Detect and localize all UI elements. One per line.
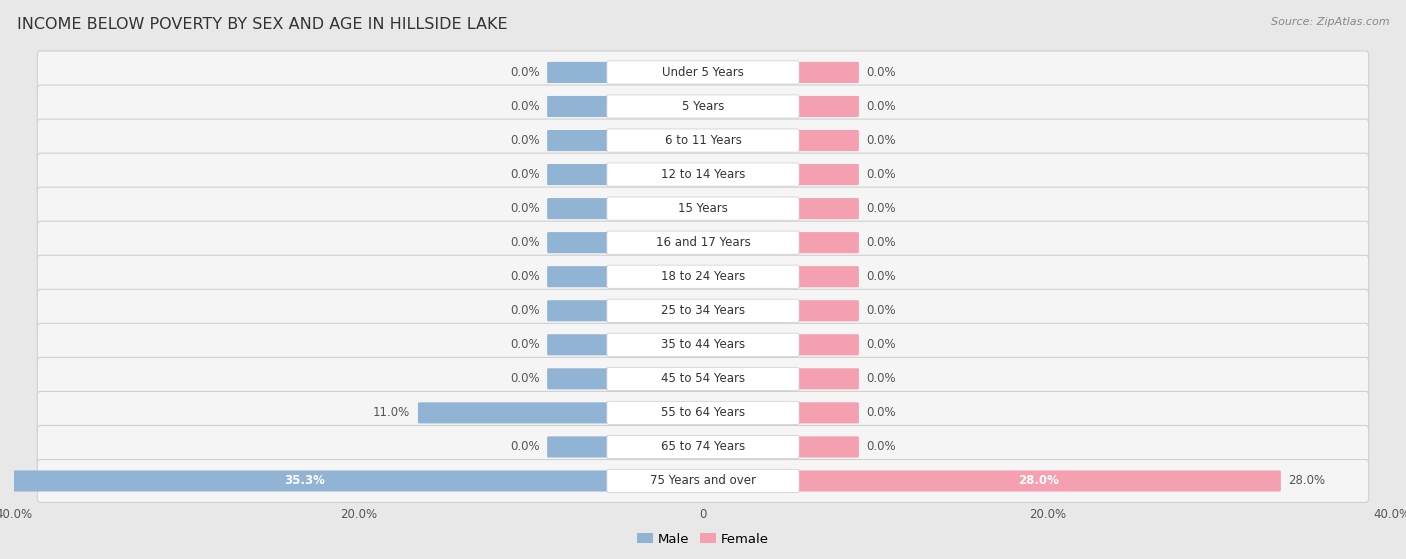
FancyBboxPatch shape bbox=[38, 153, 1368, 196]
Text: 16 and 17 Years: 16 and 17 Years bbox=[655, 236, 751, 249]
Legend: Male, Female: Male, Female bbox=[631, 527, 775, 551]
FancyBboxPatch shape bbox=[797, 164, 859, 185]
FancyBboxPatch shape bbox=[797, 300, 859, 321]
Text: 25 to 34 Years: 25 to 34 Years bbox=[661, 304, 745, 318]
FancyBboxPatch shape bbox=[607, 197, 799, 220]
FancyBboxPatch shape bbox=[547, 266, 609, 287]
Text: 0.0%: 0.0% bbox=[510, 270, 540, 283]
Text: 11.0%: 11.0% bbox=[373, 406, 411, 419]
FancyBboxPatch shape bbox=[418, 402, 609, 423]
Text: 35 to 44 Years: 35 to 44 Years bbox=[661, 338, 745, 351]
Text: 35.3%: 35.3% bbox=[284, 475, 325, 487]
FancyBboxPatch shape bbox=[607, 163, 799, 186]
FancyBboxPatch shape bbox=[797, 96, 859, 117]
Text: 0.0%: 0.0% bbox=[866, 338, 896, 351]
FancyBboxPatch shape bbox=[547, 62, 609, 83]
FancyBboxPatch shape bbox=[547, 368, 609, 390]
FancyBboxPatch shape bbox=[0, 471, 609, 491]
FancyBboxPatch shape bbox=[38, 391, 1368, 434]
FancyBboxPatch shape bbox=[547, 164, 609, 185]
Text: 0.0%: 0.0% bbox=[866, 406, 896, 419]
Text: 0.0%: 0.0% bbox=[510, 304, 540, 318]
FancyBboxPatch shape bbox=[547, 334, 609, 356]
Text: 28.0%: 28.0% bbox=[1018, 475, 1059, 487]
FancyBboxPatch shape bbox=[607, 333, 799, 357]
Text: 0.0%: 0.0% bbox=[866, 66, 896, 79]
Text: 0.0%: 0.0% bbox=[866, 100, 896, 113]
Text: 0.0%: 0.0% bbox=[510, 236, 540, 249]
Text: 0.0%: 0.0% bbox=[510, 100, 540, 113]
FancyBboxPatch shape bbox=[547, 96, 609, 117]
FancyBboxPatch shape bbox=[38, 119, 1368, 162]
FancyBboxPatch shape bbox=[607, 95, 799, 118]
FancyBboxPatch shape bbox=[797, 334, 859, 356]
FancyBboxPatch shape bbox=[38, 290, 1368, 332]
FancyBboxPatch shape bbox=[797, 130, 859, 151]
Text: 65 to 74 Years: 65 to 74 Years bbox=[661, 440, 745, 453]
Text: 0.0%: 0.0% bbox=[510, 440, 540, 453]
FancyBboxPatch shape bbox=[607, 265, 799, 288]
Text: 18 to 24 Years: 18 to 24 Years bbox=[661, 270, 745, 283]
FancyBboxPatch shape bbox=[607, 401, 799, 424]
FancyBboxPatch shape bbox=[38, 323, 1368, 366]
FancyBboxPatch shape bbox=[547, 437, 609, 457]
Text: 0.0%: 0.0% bbox=[510, 66, 540, 79]
Text: Under 5 Years: Under 5 Years bbox=[662, 66, 744, 79]
FancyBboxPatch shape bbox=[797, 198, 859, 219]
FancyBboxPatch shape bbox=[547, 300, 609, 321]
Text: 0.0%: 0.0% bbox=[510, 338, 540, 351]
Text: 45 to 54 Years: 45 to 54 Years bbox=[661, 372, 745, 385]
FancyBboxPatch shape bbox=[607, 435, 799, 458]
FancyBboxPatch shape bbox=[547, 232, 609, 253]
Text: 5 Years: 5 Years bbox=[682, 100, 724, 113]
Text: 28.0%: 28.0% bbox=[1289, 475, 1326, 487]
Text: INCOME BELOW POVERTY BY SEX AND AGE IN HILLSIDE LAKE: INCOME BELOW POVERTY BY SEX AND AGE IN H… bbox=[17, 17, 508, 32]
FancyBboxPatch shape bbox=[607, 470, 799, 492]
Text: 0.0%: 0.0% bbox=[866, 168, 896, 181]
FancyBboxPatch shape bbox=[607, 367, 799, 390]
FancyBboxPatch shape bbox=[797, 232, 859, 253]
FancyBboxPatch shape bbox=[797, 471, 1281, 491]
Text: 55 to 64 Years: 55 to 64 Years bbox=[661, 406, 745, 419]
Text: 0.0%: 0.0% bbox=[866, 134, 896, 147]
FancyBboxPatch shape bbox=[38, 187, 1368, 230]
FancyBboxPatch shape bbox=[797, 266, 859, 287]
Text: Source: ZipAtlas.com: Source: ZipAtlas.com bbox=[1271, 17, 1389, 27]
FancyBboxPatch shape bbox=[547, 130, 609, 151]
Text: 0.0%: 0.0% bbox=[510, 202, 540, 215]
Text: 0.0%: 0.0% bbox=[510, 168, 540, 181]
FancyBboxPatch shape bbox=[547, 198, 609, 219]
Text: 0.0%: 0.0% bbox=[510, 372, 540, 385]
FancyBboxPatch shape bbox=[797, 368, 859, 390]
FancyBboxPatch shape bbox=[38, 357, 1368, 400]
FancyBboxPatch shape bbox=[797, 62, 859, 83]
FancyBboxPatch shape bbox=[38, 459, 1368, 503]
FancyBboxPatch shape bbox=[607, 299, 799, 323]
FancyBboxPatch shape bbox=[797, 437, 859, 457]
Text: 12 to 14 Years: 12 to 14 Years bbox=[661, 168, 745, 181]
FancyBboxPatch shape bbox=[38, 221, 1368, 264]
Text: 75 Years and over: 75 Years and over bbox=[650, 475, 756, 487]
FancyBboxPatch shape bbox=[797, 402, 859, 423]
Text: 0.0%: 0.0% bbox=[866, 270, 896, 283]
FancyBboxPatch shape bbox=[38, 425, 1368, 468]
Text: 15 Years: 15 Years bbox=[678, 202, 728, 215]
Text: 0.0%: 0.0% bbox=[510, 134, 540, 147]
FancyBboxPatch shape bbox=[607, 231, 799, 254]
Text: 0.0%: 0.0% bbox=[866, 304, 896, 318]
FancyBboxPatch shape bbox=[38, 85, 1368, 128]
Text: 0.0%: 0.0% bbox=[866, 202, 896, 215]
Text: 0.0%: 0.0% bbox=[866, 372, 896, 385]
Text: 6 to 11 Years: 6 to 11 Years bbox=[665, 134, 741, 147]
Text: 0.0%: 0.0% bbox=[866, 236, 896, 249]
FancyBboxPatch shape bbox=[38, 255, 1368, 298]
FancyBboxPatch shape bbox=[607, 61, 799, 84]
Text: 0.0%: 0.0% bbox=[866, 440, 896, 453]
FancyBboxPatch shape bbox=[38, 51, 1368, 94]
FancyBboxPatch shape bbox=[607, 129, 799, 152]
